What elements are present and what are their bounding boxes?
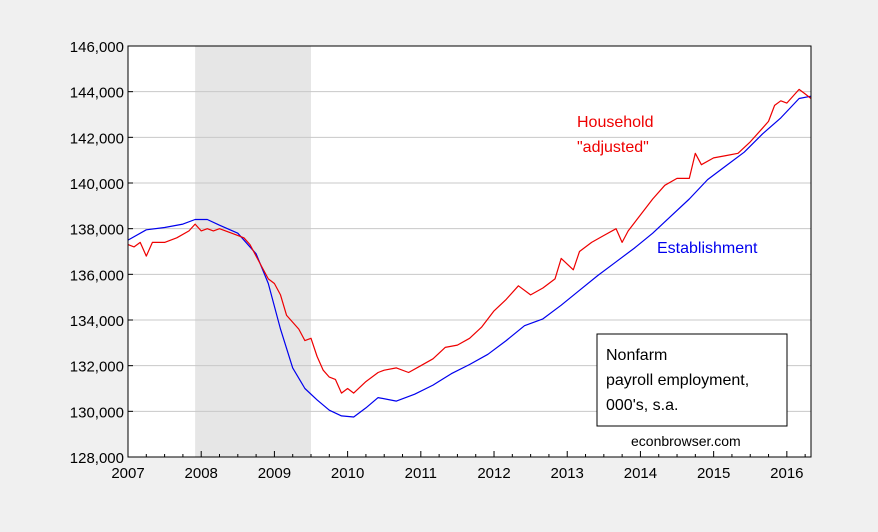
y-tick-label: 136,000 xyxy=(70,267,124,284)
y-tick-label: 132,000 xyxy=(70,359,124,376)
annotation-box-line2: payroll employment, xyxy=(606,372,749,389)
x-tick-label: 2016 xyxy=(770,465,803,482)
y-tick-label: 138,000 xyxy=(70,222,124,239)
credit-label: econbrowser.com xyxy=(631,433,741,449)
x-tick-label: 2010 xyxy=(331,465,364,482)
annotation-box-line3: 000's, s.a. xyxy=(606,397,678,414)
x-tick-label: 2011 xyxy=(405,465,437,482)
x-tick-label: 2007 xyxy=(111,465,144,482)
annotation-box xyxy=(596,333,788,427)
y-axis-ticks: 128,000 130,000 132,000 134,000 136,000 138,0… xyxy=(70,39,133,467)
annotation-box-line1: Nonfarm xyxy=(606,347,667,364)
y-tick-label: 144,000 xyxy=(70,85,124,102)
plot-frame xyxy=(127,45,812,458)
y-tick-label: 130,000 xyxy=(70,404,124,421)
y-tick-label: 128,000 xyxy=(70,450,124,467)
series-line-establishment xyxy=(127,95,812,418)
y-tick-label: 142,000 xyxy=(70,130,124,147)
x-tick-label: 2012 xyxy=(477,465,510,482)
y-tick-label: 140,000 xyxy=(70,176,124,193)
x-tick-label: 2008 xyxy=(185,465,218,482)
x-tick-label: 2014 xyxy=(624,465,657,482)
x-tick-label: 2015 xyxy=(697,465,730,482)
household-label-line2: "adjusted" xyxy=(577,139,649,156)
x-axis-ticks: 2007 2008 2009 2010 2011 2012 2013 2014 2015 2016 xyxy=(111,451,806,482)
series-line-household-adjusted xyxy=(127,88,812,394)
y-tick-label: 134,000 xyxy=(70,313,124,330)
x-tick-label: 2009 xyxy=(258,465,291,482)
series-layer xyxy=(127,88,812,418)
household-label-line1: Household xyxy=(577,114,654,131)
x-tick-label: 2013 xyxy=(551,465,584,482)
y-tick-label: 146,000 xyxy=(70,39,124,56)
establishment-label: Establishment xyxy=(657,240,758,257)
